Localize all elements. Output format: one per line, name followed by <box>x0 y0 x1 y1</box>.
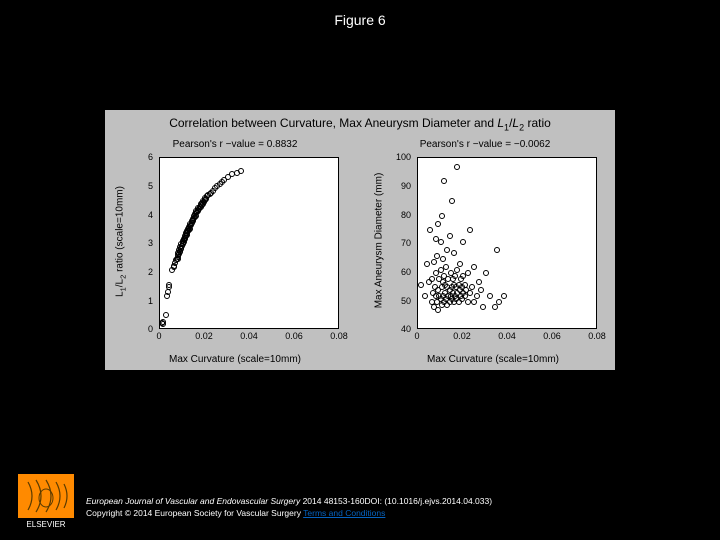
citation-footer: European Journal of Vascular and Endovas… <box>86 495 680 521</box>
xtick: 0 <box>414 331 419 341</box>
data-point <box>471 264 477 270</box>
ytick: 0 <box>111 324 153 334</box>
right-xlabel: Max Curvature (scale=10mm) <box>393 354 593 365</box>
data-point <box>435 221 441 227</box>
data-point <box>501 293 507 299</box>
left-subtitle: Pearson's r −value = 0.8832 <box>111 139 359 150</box>
ytick: 3 <box>111 238 153 248</box>
xtick: 0.02 <box>453 331 471 341</box>
data-point <box>451 250 457 256</box>
xtick: 0.04 <box>498 331 516 341</box>
data-point <box>454 267 460 273</box>
data-point <box>435 307 441 313</box>
xtick: 0.08 <box>330 331 348 341</box>
data-point <box>469 284 475 290</box>
ytick: 80 <box>361 210 411 220</box>
data-point <box>449 198 455 204</box>
right-plot-box <box>417 157 597 329</box>
data-point <box>166 282 172 288</box>
xtick: 0.06 <box>285 331 303 341</box>
ytick: 50 <box>361 296 411 306</box>
data-point <box>474 293 480 299</box>
data-point <box>496 299 502 305</box>
data-point <box>480 304 486 310</box>
xtick: 0.06 <box>543 331 561 341</box>
citation-line2: Copyright © 2014 European Society for Va… <box>86 507 680 520</box>
ytick: 90 <box>361 181 411 191</box>
data-point <box>478 287 484 293</box>
data-point <box>460 239 466 245</box>
data-point <box>438 239 444 245</box>
xtick: 0.02 <box>195 331 213 341</box>
data-point <box>494 247 500 253</box>
ytick: 2 <box>111 267 153 277</box>
data-point <box>457 261 463 267</box>
data-point <box>418 282 424 288</box>
data-point <box>439 213 445 219</box>
right-subplot: Pearson's r −value = −0.0062 Max Aneurys… <box>361 135 609 363</box>
xtick: 0.04 <box>240 331 258 341</box>
citation-line1: European Journal of Vascular and Endovas… <box>86 495 680 508</box>
ytick: 70 <box>361 238 411 248</box>
chart-title: Correlation between Curvature, Max Aneur… <box>111 114 609 135</box>
ytick: 100 <box>361 152 411 162</box>
data-point <box>465 270 471 276</box>
xtick: 0 <box>156 331 161 341</box>
logo-text: ELSEVIER <box>26 520 65 529</box>
figure-label: Figure 6 <box>334 12 385 28</box>
data-point <box>447 233 453 239</box>
data-point <box>454 164 460 170</box>
elsevier-logo: ELSEVIER <box>18 474 74 530</box>
data-point <box>441 178 447 184</box>
data-point <box>440 256 446 262</box>
ytick: 40 <box>361 324 411 334</box>
left-plot-box <box>159 157 339 329</box>
data-point <box>467 290 473 296</box>
ytick: 6 <box>111 152 153 162</box>
ytick: 60 <box>361 267 411 277</box>
left-subplot: Pearson's r −value = 0.8832 L1/L2 ratio … <box>111 135 359 363</box>
data-point <box>429 276 435 282</box>
data-point <box>483 270 489 276</box>
data-point <box>465 299 471 305</box>
data-point <box>422 293 428 299</box>
data-point <box>492 304 498 310</box>
data-point <box>467 227 473 233</box>
xtick: 0.08 <box>588 331 606 341</box>
ytick: 4 <box>111 210 153 220</box>
ytick: 1 <box>111 296 153 306</box>
terms-link[interactable]: Terms and Conditions <box>303 508 385 518</box>
chart-container: Correlation between Curvature, Max Aneur… <box>105 110 615 370</box>
ytick: 5 <box>111 181 153 191</box>
data-point <box>160 319 166 325</box>
data-point <box>431 259 437 265</box>
data-point <box>238 168 244 174</box>
data-point <box>163 312 169 318</box>
data-point <box>427 227 433 233</box>
data-point <box>424 261 430 267</box>
data-point <box>487 293 493 299</box>
data-point <box>471 299 477 305</box>
left-xlabel: Max Curvature (scale=10mm) <box>135 354 335 365</box>
data-point <box>444 247 450 253</box>
right-subtitle: Pearson's r −value = −0.0062 <box>361 139 609 150</box>
data-point <box>476 279 482 285</box>
